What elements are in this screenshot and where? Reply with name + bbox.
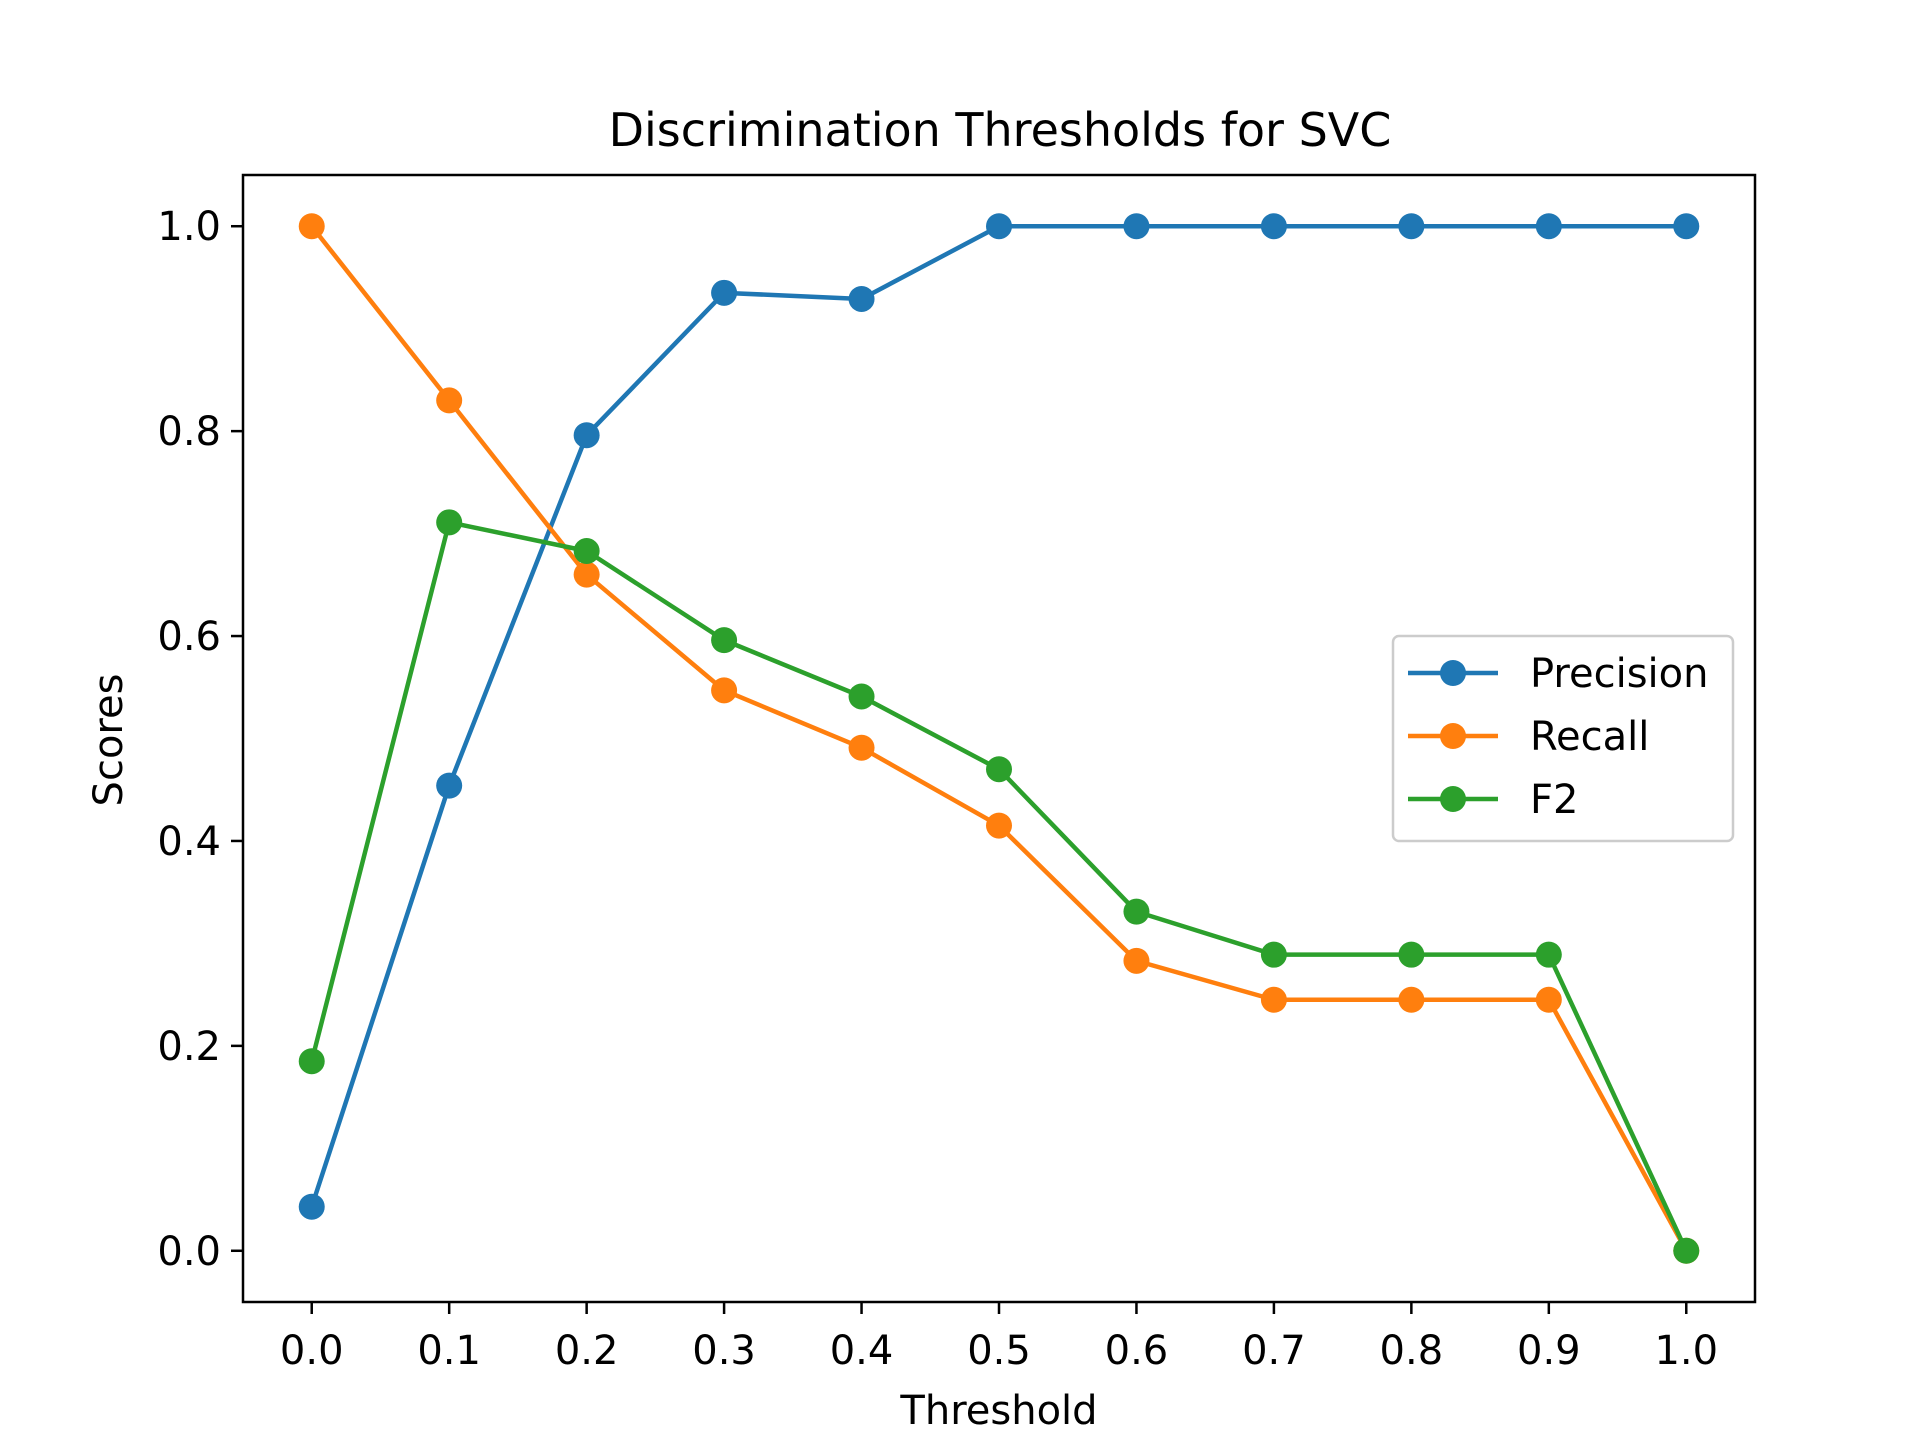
- legend-entry-precision: Precision: [1408, 651, 1708, 697]
- x-axis-ticks: 0.0 0.1 0.2 0.3 0.4 0.5 0.6 0.7 0.8 0.9 1.0: [280, 1302, 1718, 1374]
- data-point: [436, 509, 463, 536]
- data-point: [986, 213, 1012, 240]
- y-tick-label: 0.8: [157, 409, 221, 455]
- legend-marker: [1440, 723, 1466, 749]
- legend-marker: [1440, 660, 1466, 686]
- data-point: [573, 561, 600, 588]
- data-point: [986, 812, 1012, 839]
- data-point: [1123, 898, 1150, 925]
- data-point: [573, 422, 600, 449]
- series-precision: [298, 213, 1700, 1220]
- legend-entries: Precision Recall F2: [1408, 651, 1708, 823]
- data-point: [298, 213, 325, 240]
- x-tick-label: 0.9: [1517, 1328, 1581, 1374]
- y-tick-label: 0.6: [157, 614, 221, 660]
- data-point: [436, 387, 463, 414]
- data-point: [1673, 213, 1700, 240]
- data-point: [1398, 986, 1425, 1013]
- plot-frame: [241, 173, 1757, 1304]
- legend-label: F2: [1530, 777, 1578, 823]
- data-point: [1123, 213, 1150, 240]
- x-tick-label: 1.0: [1654, 1328, 1718, 1374]
- data-point: [298, 1193, 325, 1220]
- series-layer: [298, 213, 1700, 1264]
- y-axis-label: Scores: [86, 674, 132, 807]
- x-tick-label: 0.0: [280, 1328, 344, 1374]
- data-point: [1535, 213, 1562, 240]
- data-point: [1260, 213, 1287, 240]
- data-point: [1260, 986, 1287, 1013]
- x-tick-label: 0.3: [692, 1328, 756, 1374]
- data-point: [848, 734, 875, 761]
- data-point: [436, 772, 463, 799]
- x-tick-label: 0.5: [967, 1328, 1031, 1374]
- y-tick-label: 0.0: [157, 1229, 221, 1275]
- legend-label: Recall: [1530, 714, 1649, 760]
- data-point: [1260, 941, 1287, 968]
- x-tick-label: 0.7: [1242, 1328, 1306, 1374]
- data-point: [1673, 1237, 1700, 1264]
- chart-title: Discrimination Thresholds for SVC: [609, 103, 1392, 157]
- data-point: [1535, 986, 1562, 1013]
- legend-entry-f2: F2: [1408, 777, 1578, 823]
- x-tick-label: 0.6: [1105, 1328, 1169, 1374]
- x-tick-label: 0.4: [830, 1328, 894, 1374]
- legend: Precision Recall F2: [1391, 634, 1735, 843]
- data-point: [711, 627, 738, 654]
- data-point: [1398, 213, 1425, 240]
- data-point: [1398, 941, 1425, 968]
- y-tick-label: 1.0: [157, 204, 221, 250]
- legend-label: Precision: [1530, 651, 1708, 697]
- x-axis-label: Threshold: [899, 1388, 1097, 1434]
- data-point: [711, 279, 738, 306]
- y-axis-ticks: 0.0 0.2 0.4 0.6 0.8 1.0: [157, 204, 243, 1275]
- y-tick-label: 0.4: [157, 819, 221, 865]
- data-point: [1535, 941, 1562, 968]
- data-point: [848, 285, 875, 312]
- legend-marker: [1440, 786, 1466, 812]
- x-tick-label: 0.2: [555, 1328, 619, 1374]
- series-f2: [298, 509, 1700, 1264]
- legend-box: [1391, 634, 1735, 843]
- data-point: [986, 756, 1012, 783]
- legend-entry-recall: Recall: [1408, 714, 1649, 760]
- data-point: [298, 1048, 325, 1075]
- data-point: [711, 677, 738, 704]
- data-point: [1123, 947, 1150, 974]
- x-tick-label: 0.8: [1380, 1328, 1444, 1374]
- y-tick-label: 0.2: [157, 1024, 221, 1070]
- data-point: [848, 683, 875, 710]
- x-tick-label: 0.1: [417, 1328, 481, 1374]
- data-point: [573, 538, 600, 565]
